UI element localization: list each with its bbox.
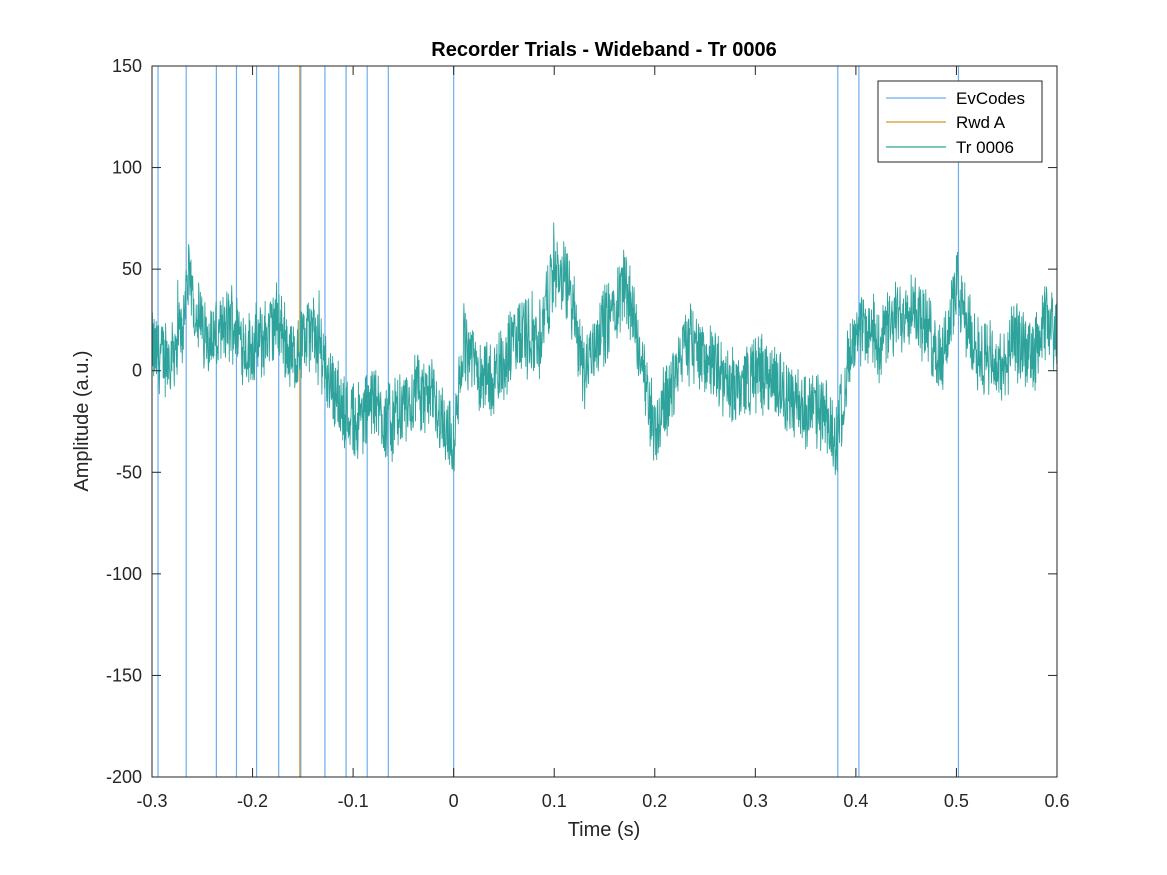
legend-label-evcodes: EvCodes	[956, 89, 1025, 108]
x-tick-label: 0.6	[1044, 791, 1069, 811]
y-tick-label: 50	[122, 259, 142, 279]
y-tick-label: 0	[132, 361, 142, 381]
plot-area-frame	[151, 65, 1058, 778]
x-tick-label: 0	[449, 791, 459, 811]
x-axis: -0.3 -0.2 -0.1 0 0.1 0.2 0.3 0.4 0.5 0.6	[136, 66, 1070, 811]
data-layer	[151, 66, 1058, 777]
x-tick-label: 0.3	[743, 791, 768, 811]
chart-title: Recorder Trials - Wideband - Tr 0006	[431, 39, 777, 61]
x-tick-label: -0.3	[136, 791, 167, 811]
y-tick-label: 150	[112, 56, 142, 76]
x-tick-label: -0.2	[237, 791, 268, 811]
x-tick-label: 0.5	[944, 791, 969, 811]
x-tick-label: 0.1	[542, 791, 567, 811]
y-axis-label: Amplitude (a.u.)	[71, 350, 93, 491]
x-axis-label: Time (s)	[568, 819, 641, 841]
legend-label-tr-0006: Tr 0006	[956, 138, 1014, 157]
y-tick-label: 100	[112, 158, 142, 178]
x-tick-label: 0.2	[642, 791, 667, 811]
y-tick-label: -200	[106, 767, 142, 787]
y-tick-label: -50	[116, 462, 142, 482]
y-tick-label: -100	[106, 564, 142, 584]
legend: EvCodes Rwd A Tr 0006	[877, 80, 1043, 163]
legend-label-rwd-a: Rwd A	[956, 113, 1006, 132]
y-tick-label: -150	[106, 665, 142, 685]
y-axis: -200 -150 -100 -50 0 50 100 150	[106, 56, 1057, 787]
signal-trace-tr-0006	[151, 222, 1058, 476]
plot-area-background	[152, 66, 1057, 777]
x-tick-label: 0.4	[843, 791, 868, 811]
x-tick-label: -0.1	[338, 791, 369, 811]
